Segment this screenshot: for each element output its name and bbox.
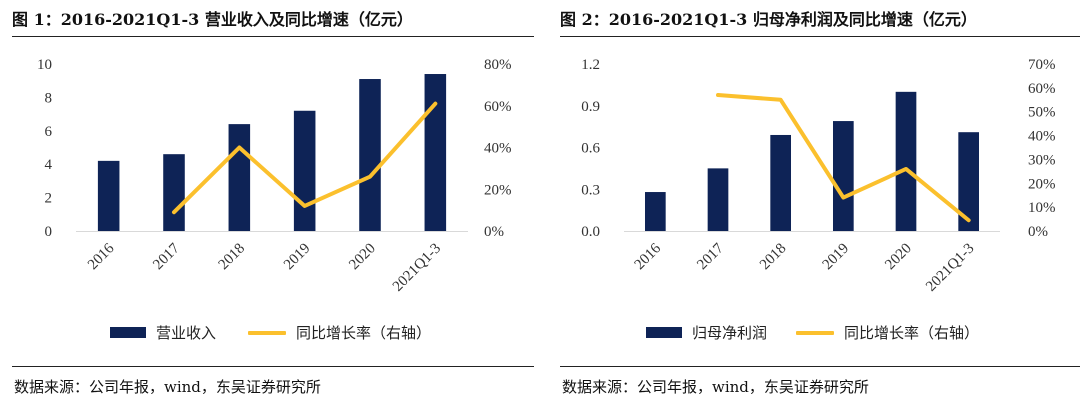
chart-title: 图 2：2016-2021Q1-3 归母净利润及同比增速（亿元） — [560, 10, 977, 29]
legend-line-label: 同比增长率（右轴） — [844, 324, 980, 342]
y-left-tick-label: 0 — [45, 224, 53, 240]
x-tick-label: 2021Q1-3 — [923, 241, 977, 295]
y-right-tick-label: 40% — [1028, 129, 1056, 145]
net-profit-chart: 0.0 0.3 0.6 0.9 1.2 0% 10% 20% 30% 40% 50% 60% 70% 20… — [581, 57, 1056, 295]
chart-legend: 营业收入 同比增长率（右轴） — [12, 322, 534, 346]
bar — [424, 74, 447, 231]
legend-item-bar: 营业收入 — [110, 322, 216, 343]
x-tick-label: 2017 — [694, 240, 727, 273]
bar — [832, 121, 854, 231]
legend-item-line: 同比增长率（右轴） — [796, 322, 979, 343]
bar — [359, 79, 381, 231]
y-left-tick-label: 10 — [37, 57, 52, 73]
bar — [644, 192, 666, 231]
y-right-tick-label: 0% — [1028, 224, 1048, 240]
legend-item-bar: 归母净利润 — [646, 322, 767, 343]
revenue-chart: 0 2 4 6 8 10 0% 20% 40% 60% 80% 2016 2017 2018 2019 202… — [37, 57, 512, 295]
bar — [895, 91, 917, 231]
legend-bar-label: 归母净利润 — [692, 324, 768, 342]
x-tick-label: 2018 — [757, 241, 790, 274]
bar — [958, 132, 980, 231]
y-right-tick-label: 30% — [1028, 152, 1056, 168]
x-tick-label: 2016 — [632, 240, 665, 273]
y-left-tick-label: 0.6 — [581, 141, 600, 157]
source-note: 数据来源：公司年报，wind，东吴证券研究所 — [562, 378, 869, 396]
y-right-tick-label: 20% — [484, 182, 512, 198]
y-right-tick-label: 20% — [1028, 176, 1056, 192]
legend-item-line: 同比增长率（右轴） — [248, 322, 431, 343]
title-divider — [12, 36, 534, 37]
chart-legend: 归母净利润 同比增长率（右轴） — [560, 322, 1080, 346]
bar — [228, 124, 251, 231]
bar — [163, 154, 185, 231]
legend-bar-swatch — [646, 327, 682, 338]
source-divider — [560, 366, 1080, 367]
y-right-tick-label: 60% — [484, 99, 512, 115]
x-tick-label: 2021Q1-3 — [390, 241, 444, 295]
source-note: 数据来源：公司年报，wind，东吴证券研究所 — [14, 378, 321, 396]
title-divider — [560, 36, 1080, 37]
bar — [97, 160, 120, 231]
legend-bar-swatch — [110, 327, 146, 338]
chart-panel-net-profit: 图 2：2016-2021Q1-3 归母净利润及同比增速（亿元） 0.0 0.3 0… — [560, 0, 1080, 403]
legend-line-swatch — [248, 330, 286, 335]
x-tick-label: 2016 — [85, 240, 118, 273]
y-left-tick-label: 4 — [45, 157, 53, 173]
y-right-tick-label: 60% — [1028, 81, 1056, 97]
y-left-tick-label: 1.2 — [581, 57, 600, 73]
chart-title: 图 1：2016-2021Q1-3 营业收入及同比增速（亿元） — [12, 10, 413, 29]
y-left-tick-label: 0.0 — [581, 224, 600, 240]
y-left-tick-label: 0.3 — [581, 182, 600, 198]
y-right-tick-label: 10% — [1028, 200, 1056, 216]
x-tick-label: 2019 — [281, 241, 314, 274]
chart-panel-revenue: 图 1：2016-2021Q1-3 营业收入及同比增速（亿元） 0 2 4 6 8 10 0… — [12, 0, 534, 403]
bar — [293, 110, 316, 231]
y-right-tick-label: 40% — [484, 141, 512, 157]
x-tick-label: 2018 — [216, 241, 249, 274]
y-right-tick-label: 0% — [484, 224, 504, 240]
y-right-tick-label: 70% — [1028, 57, 1056, 73]
source-divider — [12, 366, 534, 367]
y-left-tick-label: 6 — [45, 124, 53, 140]
x-tick-label: 2020 — [882, 241, 915, 274]
bar — [770, 134, 792, 231]
x-tick-label: 2020 — [346, 241, 379, 274]
x-tick-label: 2017 — [150, 240, 183, 273]
y-right-tick-label: 50% — [1028, 105, 1056, 121]
legend-bar-label: 营业收入 — [156, 324, 217, 342]
y-left-tick-label: 8 — [45, 90, 53, 106]
legend-line-label: 同比增长率（右轴） — [296, 324, 432, 342]
legend-line-swatch — [796, 330, 834, 335]
bar — [707, 168, 729, 231]
y-left-tick-label: 2 — [45, 191, 53, 207]
y-left-tick-label: 0.9 — [581, 99, 600, 115]
x-tick-label: 2019 — [820, 241, 853, 274]
y-right-tick-label: 80% — [484, 57, 512, 73]
